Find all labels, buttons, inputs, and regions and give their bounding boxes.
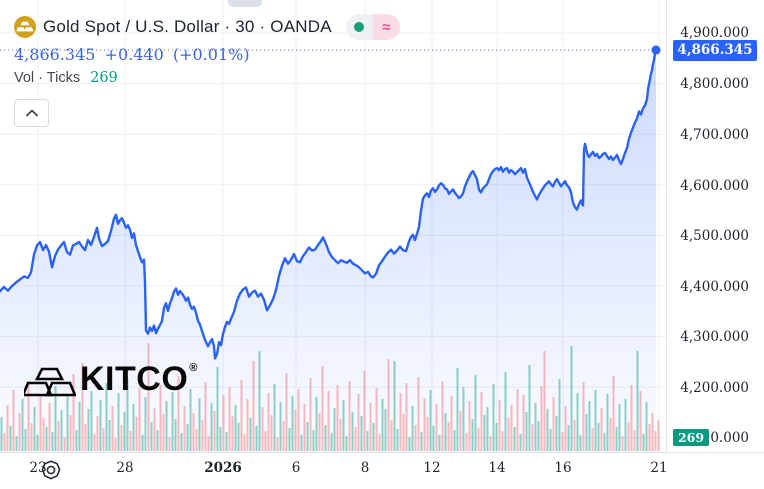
time-tick-label: 6 [291, 460, 301, 476]
market-status-pill[interactable]: ≈ [345, 14, 400, 40]
symbol-row: Gold Spot / U.S. Dollar · 30 · OANDA ≈ [14, 14, 400, 40]
price-change-percent: (+0.01%) [172, 45, 250, 64]
kitco-watermark: KITCO ® [24, 360, 197, 398]
price-tick-label: 4,300.000 [680, 329, 749, 345]
volume-indicator-label[interactable]: Vol · Ticks [14, 70, 81, 86]
gold-symbol-icon [14, 16, 36, 38]
time-tick-label: 14 [488, 460, 506, 476]
price-tick-label: 4,800.000 [680, 76, 749, 92]
price-tick-label: 4,900.000 [680, 25, 749, 41]
price-line-series [0, 48, 658, 360]
price-tick-label: 4,400.000 [680, 279, 749, 295]
market-open-indicator [345, 14, 373, 40]
last-price-badge: 4,866.345 [673, 40, 757, 61]
time-tick-label: 23 [29, 460, 47, 476]
settings-button[interactable] [40, 459, 62, 481]
chart-pane[interactable] [0, 0, 666, 452]
time-tick-label: 16 [554, 460, 572, 476]
time-tick-label: 2026 [204, 460, 242, 476]
indicator-row: Vol · Ticks 269 [14, 70, 400, 86]
time-tick-label: 28 [116, 460, 134, 476]
volume-badge: 269 [673, 429, 709, 446]
time-tick-label: 21 [650, 460, 668, 476]
price-values-row: 4,866.345 +0.440 (+0.01%) [14, 45, 400, 64]
gear-icon [41, 460, 61, 480]
registered-mark: ® [189, 362, 198, 374]
market-open-dot-icon [354, 22, 365, 32]
symbol-title[interactable]: Gold Spot / U.S. Dollar · 30 · OANDA [43, 17, 332, 36]
price-tick-label: 4,200.000 [680, 380, 749, 396]
price-tick-label: 4,600.000 [680, 178, 749, 194]
kitco-wordmark: KITCO [80, 360, 189, 398]
approx-icon: ≈ [382, 18, 391, 36]
volume-indicator-value: 269 [90, 70, 118, 86]
time-scale[interactable]: 23 28 2026 6 8 12 14 16 21 [0, 452, 764, 489]
price-tick-label: 4,700.000 [680, 127, 749, 143]
price-tick-label: 4,500.000 [680, 228, 749, 244]
chevron-up-icon [25, 109, 38, 117]
time-tick-label: 8 [360, 460, 370, 476]
price-scale[interactable]: 4,866.345 269 4,900.000 4,800.000 4,700.00… [666, 0, 764, 452]
time-tick-label: 12 [423, 460, 441, 476]
legend: Gold Spot / U.S. Dollar · 30 · OANDA ≈ 4… [14, 14, 400, 127]
last-price-dot [651, 45, 661, 55]
pane-resize-handle[interactable] [228, 0, 262, 7]
volume-bars [0, 343, 660, 451]
last-price-value: 4,866.345 [14, 45, 96, 64]
gold-bars-icon [24, 367, 76, 397]
price-change-value: +0.440 [104, 45, 164, 64]
price-chart-svg [0, 0, 666, 452]
delayed-data-indicator: ≈ [372, 14, 400, 40]
price-tick-label: 0.000 [710, 430, 749, 446]
collapse-legend-button[interactable] [14, 99, 49, 127]
